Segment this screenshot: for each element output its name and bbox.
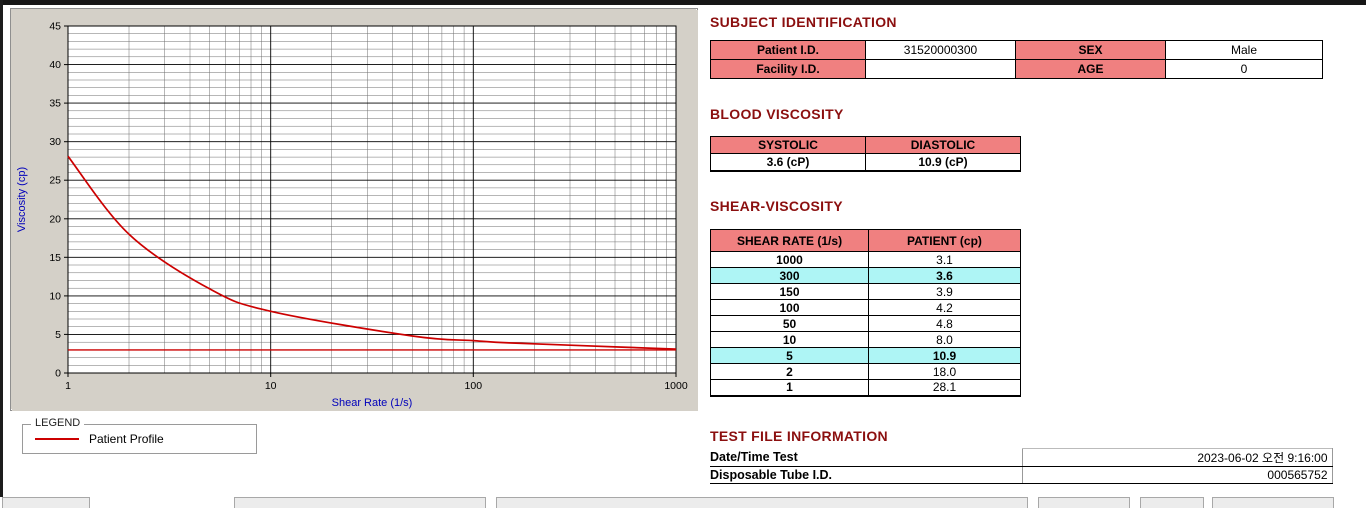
viscosity-shear-plot: 0 5 10 15 20 25 30 35 40 45 1 10 100 1000 Shear Rate (…	[12, 10, 698, 411]
x-axis-title: Shear Rate (1/s)	[332, 397, 413, 409]
subject-label: Facility I.D.	[710, 59, 866, 79]
shear-row: 300 3.6	[710, 267, 1021, 284]
taskbar-button[interactable]	[1038, 497, 1130, 508]
shear-rate-cell: 10	[710, 331, 869, 348]
svg-text:1: 1	[65, 380, 71, 392]
patient-cp-cell: 18.0	[868, 363, 1021, 380]
chart-legend: LEGEND Patient Profile	[22, 417, 257, 454]
y-axis-title: Viscosity (cp)	[16, 167, 28, 232]
svg-text:5: 5	[55, 329, 61, 341]
svg-text:10: 10	[49, 290, 61, 302]
legend-series-label: Patient Profile	[89, 432, 164, 446]
subject-row: Patient I.D. 31520000300 SEX Male	[710, 40, 1323, 60]
taskbar-button[interactable]	[1140, 497, 1204, 508]
tfi-label: Date/Time Test	[710, 448, 1022, 467]
subject-identification-table: Patient I.D. 31520000300 SEX Male Facility I…	[710, 40, 1323, 79]
svg-text:15: 15	[49, 252, 61, 264]
shear-rate-cell: 150	[710, 283, 869, 300]
bv-header: SYSTOLIC	[710, 136, 866, 154]
taskbar-strip	[0, 497, 1366, 508]
tfi-row: Disposable Tube I.D. 000565752	[710, 466, 1333, 484]
subject-value	[865, 59, 1016, 79]
bv-header-row: SYSTOLIC DIASTOLIC	[710, 136, 1021, 154]
patient-cp-cell: 3.1	[868, 251, 1021, 268]
svg-text:35: 35	[49, 98, 61, 110]
tfi-row: Date/Time Test 2023-06-02 오전 9:16:00	[710, 448, 1333, 467]
legend-caption: LEGEND	[31, 417, 85, 429]
shear-rate-cell: 2	[710, 363, 869, 380]
bv-value: 10.9 (cP)	[865, 153, 1021, 171]
shear-viscosity-table: SHEAR RATE (1/s) PATIENT (cp) 1000 3.1 300 3.…	[710, 229, 1021, 397]
shear-row: 150 3.9	[710, 283, 1021, 300]
bv-value-row: 3.6 (cP) 10.9 (cP)	[710, 153, 1021, 171]
shear-row: 5 10.9	[710, 347, 1021, 364]
subject-value: 31520000300	[865, 40, 1016, 60]
tfi-value: 2023-06-02 오전 9:16:00	[1021, 448, 1333, 467]
subject-value: Male	[1165, 40, 1323, 60]
taskbar-button[interactable]	[2, 497, 90, 508]
test-file-information-title: TEST FILE INFORMATION	[710, 428, 888, 444]
patient-cp-cell: 10.9	[868, 347, 1021, 364]
shear-rate-cell: 1	[710, 379, 869, 396]
svg-text:25: 25	[49, 175, 61, 187]
subject-label: SEX	[1015, 40, 1166, 60]
patient-cp-cell: 3.9	[868, 283, 1021, 300]
shear-header: SHEAR RATE (1/s)	[710, 229, 869, 252]
taskbar-button[interactable]	[234, 497, 486, 508]
subject-label: AGE	[1015, 59, 1166, 79]
tfi-value: 000565752	[1021, 466, 1333, 484]
shear-row: 10 8.0	[710, 331, 1021, 348]
shear-header: PATIENT (cp)	[868, 229, 1021, 252]
viscosity-chart-panel: 0 5 10 15 20 25 30 35 40 45 1 10 100 1000 Shear Rate (…	[10, 8, 698, 411]
shear-header-row: SHEAR RATE (1/s) PATIENT (cp)	[710, 229, 1021, 252]
shear-rate-cell: 100	[710, 299, 869, 316]
shear-rate-cell: 300	[710, 267, 869, 284]
svg-text:20: 20	[49, 213, 61, 225]
svg-text:1000: 1000	[664, 380, 688, 392]
shear-row: 100 4.2	[710, 299, 1021, 316]
subject-row: Facility I.D. AGE 0	[710, 59, 1323, 79]
svg-text:30: 30	[49, 136, 61, 148]
svg-text:45: 45	[49, 21, 61, 33]
patient-cp-cell: 4.8	[868, 315, 1021, 332]
bv-header: DIASTOLIC	[865, 136, 1021, 154]
tfi-label: Disposable Tube I.D.	[710, 466, 1022, 484]
subject-identification-title: SUBJECT IDENTIFICATION	[710, 14, 897, 30]
shear-rate-cell: 50	[710, 315, 869, 332]
window-left-edge	[0, 0, 3, 497]
blood-viscosity-table: SYSTOLIC DIASTOLIC 3.6 (cP) 10.9 (cP)	[710, 136, 1021, 172]
shear-row: 2 18.0	[710, 363, 1021, 380]
subject-label: Patient I.D.	[710, 40, 866, 60]
patient-cp-cell: 3.6	[868, 267, 1021, 284]
taskbar-button[interactable]	[496, 497, 1028, 508]
blood-viscosity-title: BLOOD VISCOSITY	[710, 106, 844, 122]
patient-cp-cell: 4.2	[868, 299, 1021, 316]
subject-value: 0	[1165, 59, 1323, 79]
svg-text:40: 40	[49, 59, 61, 71]
shear-row: 50 4.8	[710, 315, 1021, 332]
patient-cp-cell: 8.0	[868, 331, 1021, 348]
patient-cp-cell: 28.1	[868, 379, 1021, 396]
svg-text:0: 0	[55, 368, 61, 380]
test-file-information-table: Date/Time Test 2023-06-02 오전 9:16:00 Dispo…	[710, 448, 1333, 484]
viscosity-chart: 0 5 10 15 20 25 30 35 40 45 1 10 100 1000 Shear Rate (…	[12, 10, 698, 416]
shear-row: 1 28.1	[710, 379, 1021, 396]
shear-rate-cell: 5	[710, 347, 869, 364]
svg-text:100: 100	[465, 380, 483, 392]
report-panel: SUBJECT IDENTIFICATION Patient I.D. 31520…	[710, 0, 1340, 497]
bv-value: 3.6 (cP)	[710, 153, 866, 171]
shear-viscosity-title: SHEAR-VISCOSITY	[710, 198, 843, 214]
shear-row: 1000 3.1	[710, 251, 1021, 268]
patient-profile-line-swatch	[35, 438, 79, 440]
svg-text:10: 10	[265, 380, 277, 392]
shear-rate-cell: 1000	[710, 251, 869, 268]
taskbar-button[interactable]	[1212, 497, 1334, 508]
window-top-edge	[0, 0, 1366, 5]
